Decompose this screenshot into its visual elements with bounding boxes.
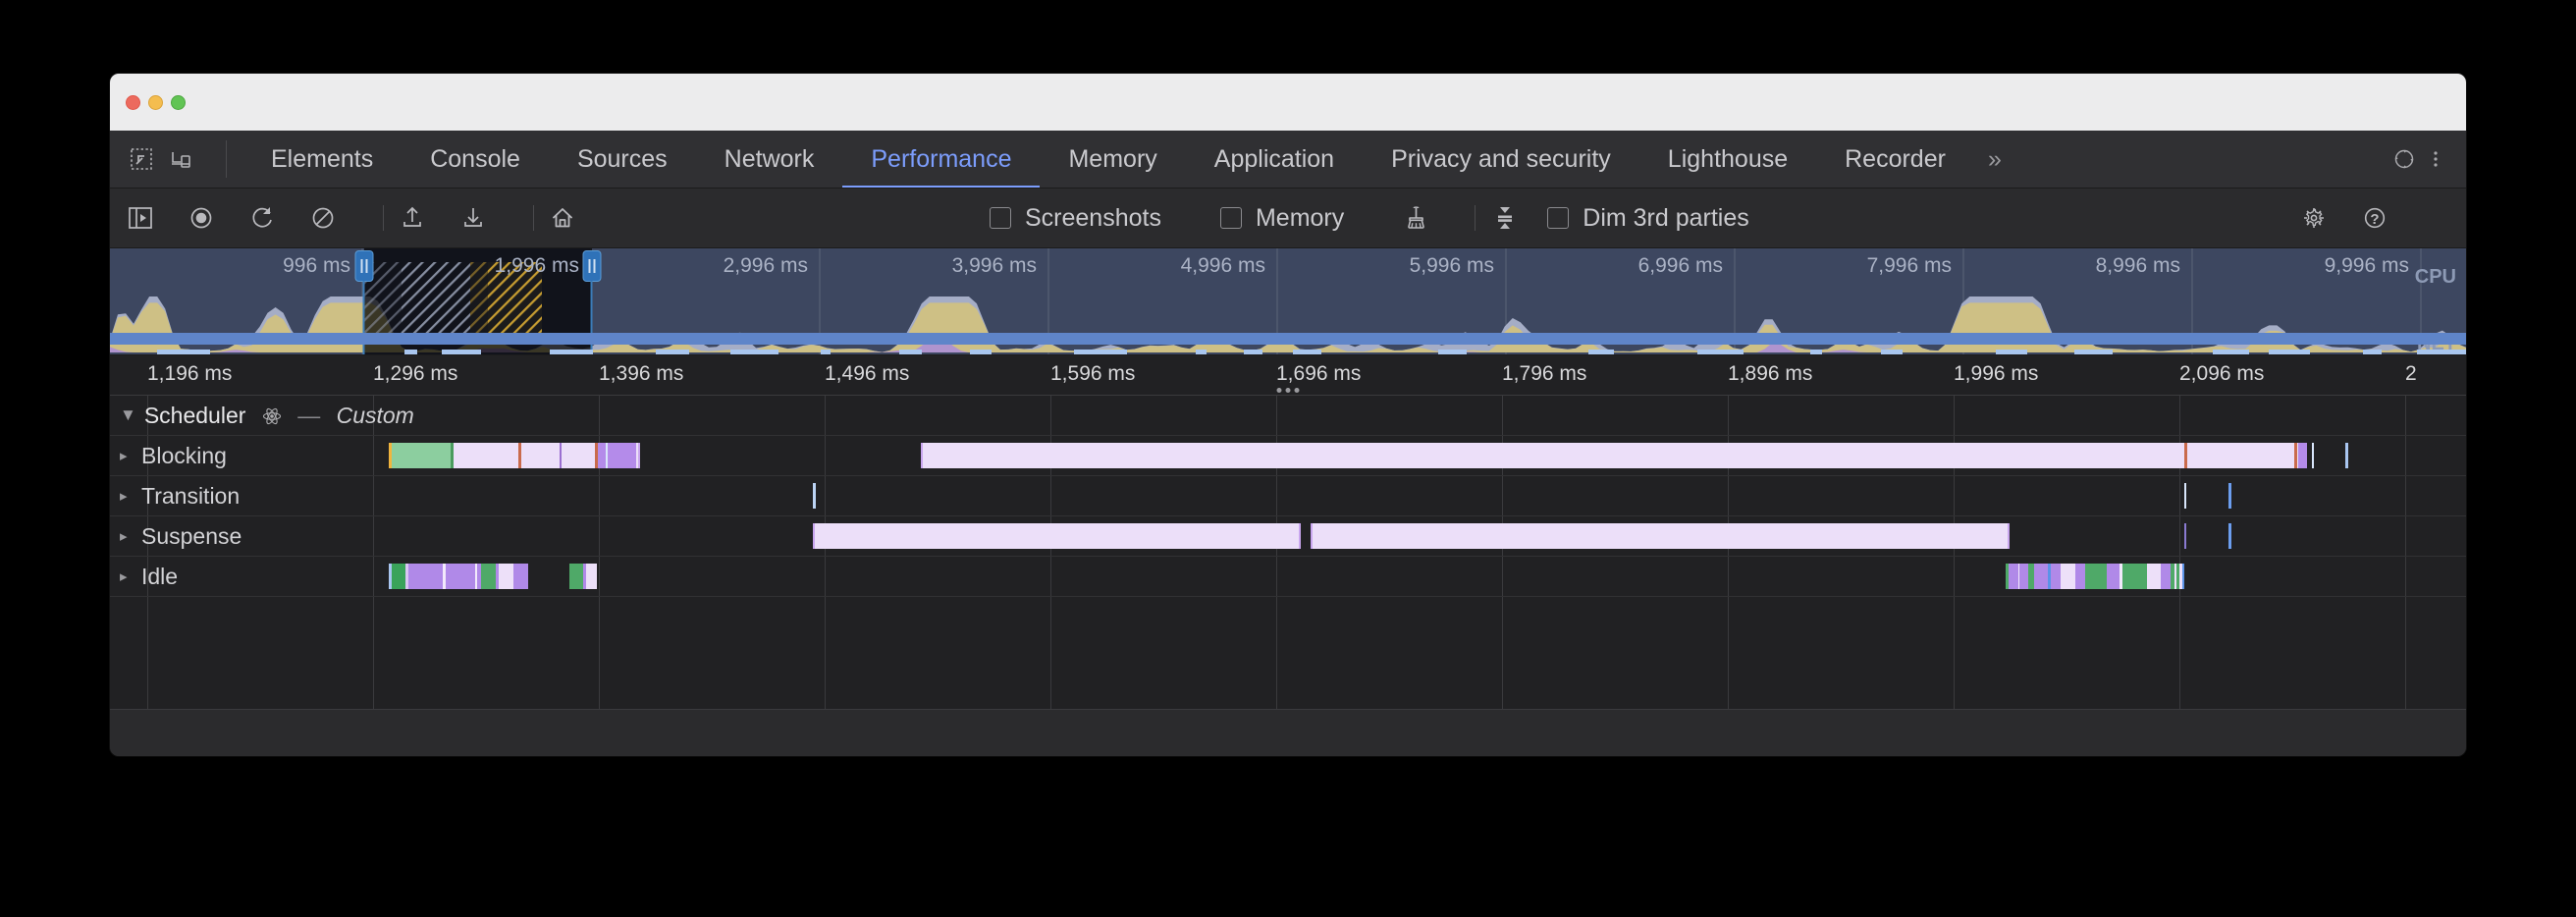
svg-text:?: ?	[2370, 211, 2379, 228]
